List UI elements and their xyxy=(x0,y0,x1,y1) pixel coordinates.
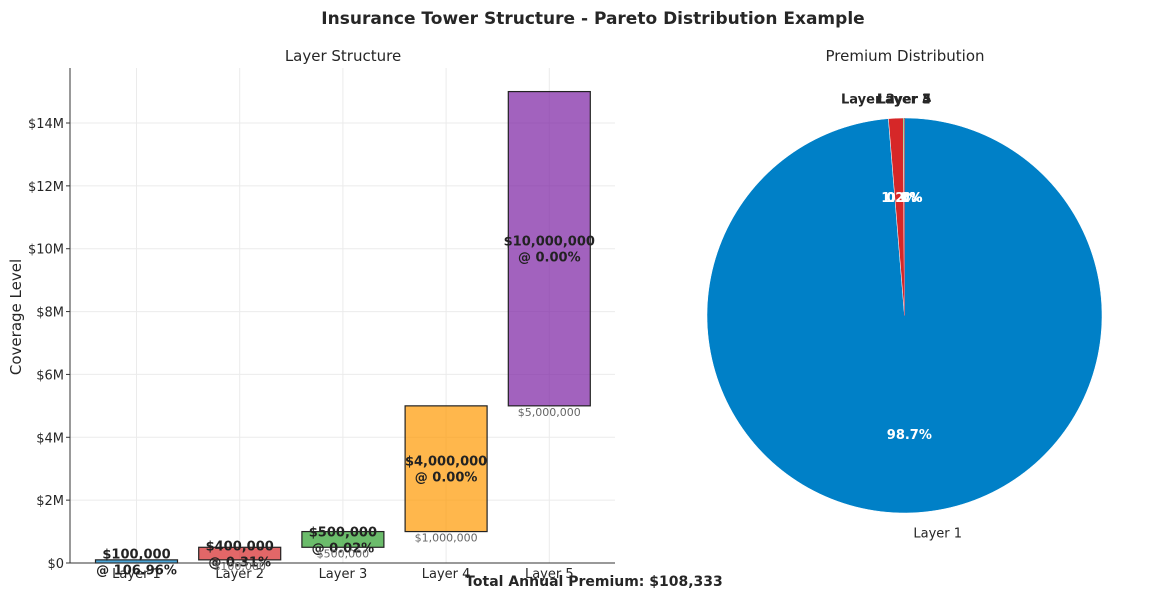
pie-chart-title: Premium Distribution xyxy=(825,47,984,65)
pie-pct-label-layer-1: 98.7% xyxy=(887,428,932,443)
pie-pct-label-layer-4: 0.0% xyxy=(886,191,922,206)
limit-label-layer-1: $100,000 xyxy=(102,547,170,562)
x-tick-label: Layer 1 xyxy=(112,567,161,582)
x-axis-ticks: Layer 1 Layer 2 Layer 3 Layer 4 Layer 5 xyxy=(112,567,573,582)
pie-category-label-layer-5: Layer 5 xyxy=(878,92,932,107)
attachment-label-layer-4: $1,000,000 xyxy=(415,532,478,545)
x-tick-label: Layer 5 xyxy=(525,567,574,582)
y-tick-label: $8M xyxy=(36,306,64,321)
pie-slices xyxy=(706,117,1103,514)
bar-layer-4 xyxy=(404,405,488,533)
rate-label-layer-1: @ 106.96% xyxy=(96,563,177,578)
bar-labels: $100,000@ 106.96%$400,000@ 0.31%$100,000… xyxy=(96,235,595,579)
x-tick-label: Layer 2 xyxy=(215,567,264,582)
attachment-label-layer-2: $100,000 xyxy=(213,560,266,573)
total-premium-label: Total Annual Premium: $108,333 xyxy=(465,574,723,590)
y-tick-label: $4M xyxy=(36,431,64,446)
x-tick-label: Layer 3 xyxy=(319,567,368,582)
rate-label-layer-5: @ 0.00% xyxy=(518,251,581,266)
rate-label-layer-3: @ 0.02% xyxy=(312,541,375,556)
premium-distribution-chart: Premium Distribution Layer 1 98.7% Layer 2… xyxy=(706,47,1103,542)
limit-label-layer-5: $10,000,000 xyxy=(504,235,595,250)
bar-layer-5 xyxy=(507,90,591,407)
limit-label-layer-3: $500,000 xyxy=(309,525,377,540)
pie-labels: Layer 1 98.7% Layer 2 1.2% Layer 3 0.1% Layer … xyxy=(841,92,962,541)
pie-category-label-layer-4: Layer 4 xyxy=(878,92,932,107)
y-tick-label: $14M xyxy=(28,117,64,132)
pie-category-label-layer-2: Layer 2 xyxy=(841,92,895,107)
limit-label-layer-2: $400,000 xyxy=(206,540,274,555)
bar-layer-2 xyxy=(198,546,282,561)
layer-structure-chart: Layer Structure Coverage Level $0$2M$4M$… xyxy=(7,47,615,582)
figure-title: Insurance Tower Structure - Pareto Distr… xyxy=(321,9,864,29)
attachment-label-layer-5: $5,000,000 xyxy=(518,406,581,419)
y-tick-label: $10M xyxy=(28,243,64,258)
pie-pct-label-layer-3: 0.1% xyxy=(886,191,922,206)
rate-label-layer-4: @ 0.00% xyxy=(415,471,478,486)
y-tick-label: $2M xyxy=(36,494,64,509)
attachment-label-layer-3: $500,000 xyxy=(317,547,370,560)
bar-layer-3 xyxy=(301,530,385,548)
y-axis-label: Coverage Level xyxy=(7,259,25,375)
pie-pct-label-layer-2: 1.2% xyxy=(881,191,917,206)
pie-pct-label-layer-5: 0.0% xyxy=(886,191,922,206)
bar-chart-title: Layer Structure xyxy=(285,47,401,65)
x-tick-label: Layer 4 xyxy=(422,567,471,582)
y-axis-ticks: $0 $2M $4M $6M $8M $10M $12M $14M xyxy=(28,117,70,572)
bars xyxy=(94,90,591,564)
y-tick-label: $6M xyxy=(36,368,64,383)
limit-label-layer-4: $4,000,000 xyxy=(405,455,487,470)
pie-category-label-layer-1: Layer 1 xyxy=(913,527,962,542)
pie-category-label-layer-3: Layer 3 xyxy=(877,92,931,107)
y-tick-label: $12M xyxy=(28,180,64,195)
y-tick-label: $0 xyxy=(47,557,64,572)
